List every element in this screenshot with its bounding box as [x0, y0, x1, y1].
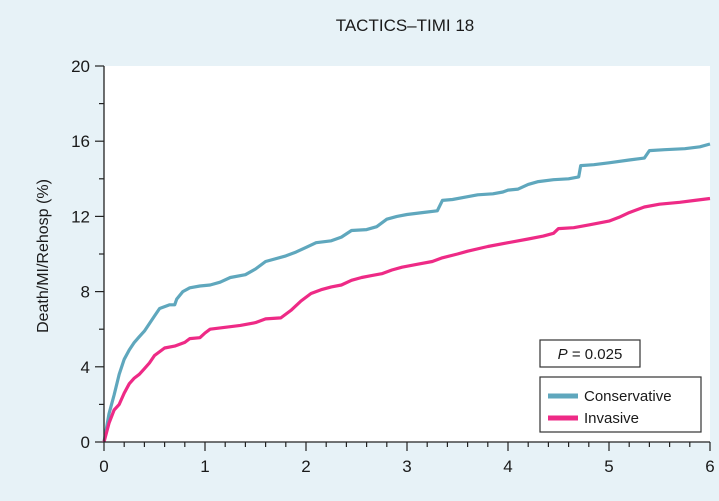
y-axis-label: Death/MI/Rehosp (%) [35, 179, 52, 333]
x-tick-label: 1 [200, 457, 209, 476]
y-tick-label: 20 [71, 57, 90, 76]
legend: Conservative Invasive [539, 376, 702, 433]
p-value-text: = 0.025 [568, 346, 623, 363]
x-axis-ticks: 0 1 2 3 4 5 6 [99, 442, 715, 476]
x-tick-label: 3 [402, 457, 411, 476]
y-tick-label: 0 [81, 433, 90, 452]
x-tick-label: 2 [301, 457, 310, 476]
y-axis-ticks: 0 4 8 12 16 20 [71, 57, 104, 452]
y-tick-label: 12 [71, 207, 90, 226]
x-tick-label: 5 [604, 457, 613, 476]
svg-text:P = 0.025: P = 0.025 [558, 346, 623, 363]
p-value-italic: P [558, 346, 568, 363]
series-layer [102, 142, 711, 443]
legend-label-invasive: Invasive [584, 410, 639, 427]
x-tick-label: 0 [99, 457, 108, 476]
legend-label-conservative: Conservative [584, 388, 672, 405]
y-tick-label: 16 [71, 132, 90, 151]
x-tick-label: 6 [705, 457, 714, 476]
series-line-invasive [102, 196, 711, 443]
series-line-conservative [102, 142, 711, 443]
x-tick-label: 4 [503, 457, 512, 476]
p-value-box: P = 0.025 [539, 339, 641, 368]
y-tick-label: 4 [81, 358, 90, 377]
y-tick-label: 8 [81, 283, 90, 302]
chart-title: TACTICS–TIMI 18 [336, 16, 475, 35]
